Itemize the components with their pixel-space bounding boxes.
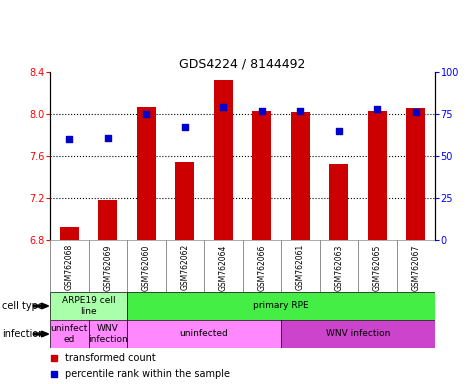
Text: GSM762062: GSM762062: [180, 244, 189, 290]
Point: [219, 104, 227, 110]
Text: cell type: cell type: [2, 301, 44, 311]
Text: primary RPE: primary RPE: [253, 301, 309, 311]
Text: ARPE19 cell
line: ARPE19 cell line: [62, 296, 115, 316]
Bar: [127, 292, 435, 320]
Text: uninfect
ed: uninfect ed: [50, 324, 88, 344]
Bar: [368, 111, 387, 240]
Bar: [98, 200, 117, 240]
Text: uninfected: uninfected: [180, 329, 228, 339]
Text: GSM762060: GSM762060: [142, 244, 151, 291]
Point: [412, 109, 419, 115]
Text: WNV infection: WNV infection: [326, 329, 390, 339]
Bar: [406, 108, 426, 240]
Text: infection: infection: [2, 329, 45, 339]
Bar: [291, 112, 310, 240]
Text: GSM762065: GSM762065: [373, 244, 382, 291]
Text: GSM762066: GSM762066: [257, 244, 266, 291]
Text: GSM762068: GSM762068: [65, 244, 74, 290]
Text: GSM762064: GSM762064: [219, 244, 228, 291]
Bar: [214, 80, 233, 240]
Bar: [127, 320, 281, 348]
Text: GSM762069: GSM762069: [103, 244, 112, 291]
Text: percentile rank within the sample: percentile rank within the sample: [66, 369, 230, 379]
Text: GSM762067: GSM762067: [411, 244, 420, 291]
Point: [296, 108, 304, 114]
Bar: [329, 164, 348, 240]
Point: [335, 128, 342, 134]
Bar: [252, 111, 271, 240]
Point: [258, 108, 266, 114]
Text: WNV
infection: WNV infection: [88, 324, 128, 344]
Bar: [281, 320, 435, 348]
Bar: [50, 292, 127, 320]
Bar: [175, 162, 194, 240]
Text: GSM762063: GSM762063: [334, 244, 343, 291]
Point: [373, 106, 381, 112]
Bar: [137, 107, 156, 240]
Point: [66, 136, 73, 142]
Text: transformed count: transformed count: [66, 353, 156, 362]
Title: GDS4224 / 8144492: GDS4224 / 8144492: [180, 58, 306, 71]
Point: [142, 111, 150, 117]
Bar: [88, 320, 127, 348]
Bar: [60, 227, 79, 240]
Point: [104, 134, 112, 141]
Bar: [50, 320, 88, 348]
Text: GSM762061: GSM762061: [296, 244, 305, 290]
Point: [181, 124, 189, 131]
